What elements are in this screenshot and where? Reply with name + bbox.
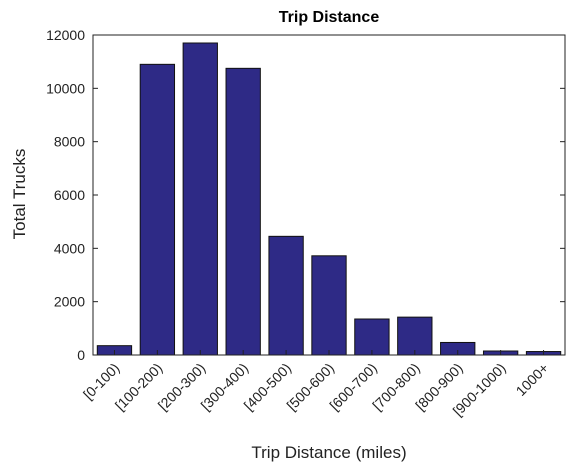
y-tick-label: 2000 [54, 294, 85, 310]
bar-2 [182, 42, 218, 356]
bar-6 [354, 318, 390, 356]
x-axis-label: Trip Distance (miles) [251, 443, 406, 462]
y-axis-label: Total Trucks [10, 149, 29, 240]
bar-1 [139, 63, 176, 356]
y-tick-label: 6000 [54, 187, 85, 203]
bar-7 [397, 316, 433, 356]
x-tick-label: 1000+ [513, 360, 552, 399]
bars [96, 42, 562, 356]
y-tick-label: 0 [77, 347, 85, 363]
y-tick-label: 10000 [46, 80, 85, 96]
x-tick-label: [0-100) [80, 360, 123, 403]
bar-5 [311, 255, 347, 356]
y-tick-label: 8000 [54, 134, 85, 150]
bar-3 [225, 67, 261, 356]
plot-frame [92, 34, 566, 356]
bar-4 [268, 235, 304, 356]
x-axis-ticks: [0-100)[100-200)[200-300)[300-400)[400-5… [80, 350, 552, 419]
chart-title: Trip Distance [279, 9, 380, 26]
y-tick-label: 4000 [54, 240, 85, 256]
y-tick-label: 12000 [46, 27, 85, 43]
y-axis-ticks: 0 2000 4000 6000 8000 10000 12000 [46, 27, 565, 363]
